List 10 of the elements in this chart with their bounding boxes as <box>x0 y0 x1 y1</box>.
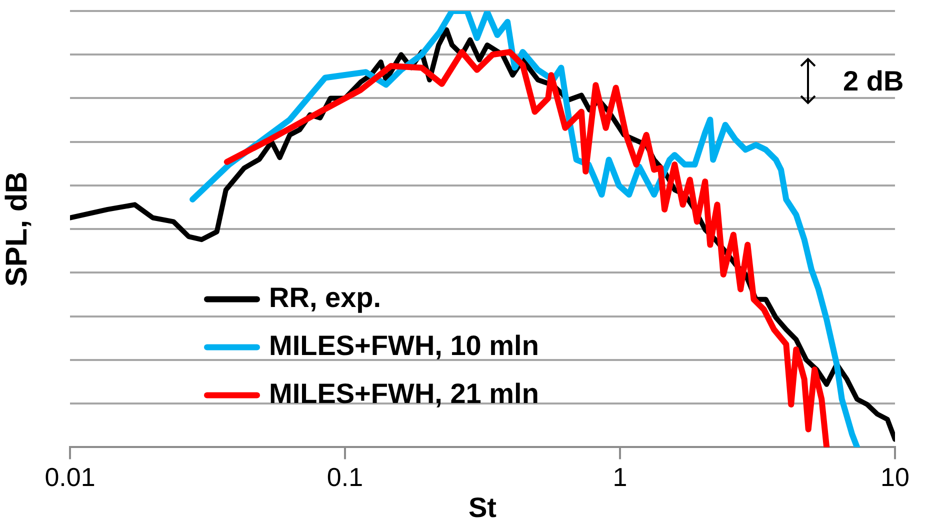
annotation: 2 dB <box>843 66 904 97</box>
x-axis-title: St <box>468 492 496 523</box>
legend-label: RR, exp. <box>269 282 382 313</box>
legend-label: MILES+FWH, 10 mln <box>269 330 539 361</box>
x-tick-label: 0.1 <box>326 462 364 492</box>
x-tick-label: 1 <box>612 462 628 492</box>
x-tick-label: 10 <box>880 462 910 492</box>
y-axis-title: SPL, dB <box>0 172 34 287</box>
legend-label: MILES+FWH, 21 mln <box>269 378 539 409</box>
x-tick-label: 0.01 <box>44 462 96 492</box>
